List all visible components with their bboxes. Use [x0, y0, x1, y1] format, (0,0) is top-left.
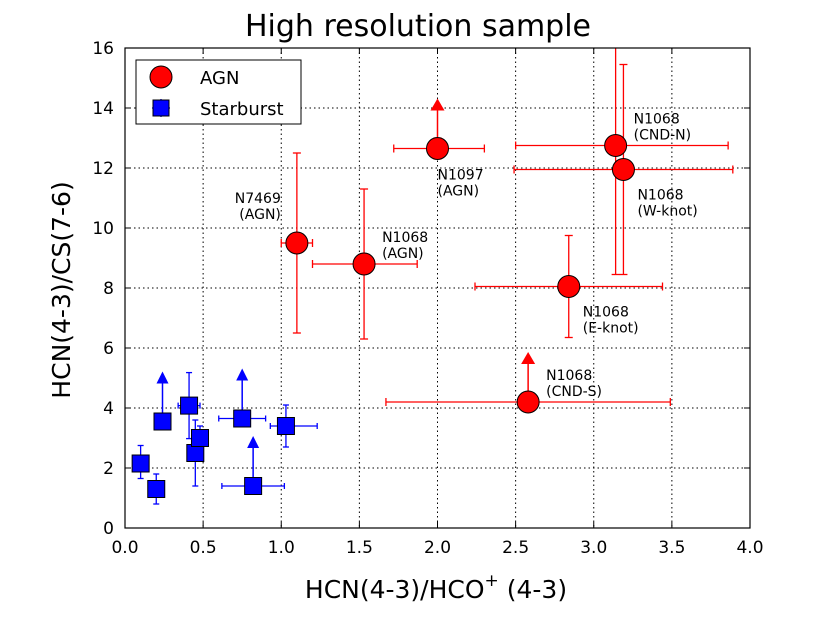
agn-limit-arrowhead: [430, 98, 445, 111]
point-label: (AGN): [438, 184, 480, 200]
x-tick-label: 2.0: [424, 538, 451, 558]
point-label: (AGN): [239, 207, 281, 223]
starburst-limit-arrowhead: [236, 368, 249, 381]
agn-limit-arrowhead: [521, 352, 536, 364]
y-tick-labels: 0 2 4 6 8 10 12 14 16: [92, 39, 114, 539]
x-axis-label-main: HCN(4-3)/HCO: [305, 575, 485, 604]
x-tick-label: 0.0: [111, 538, 138, 558]
point-label: N1068: [583, 305, 629, 321]
data-markers: [131, 134, 635, 498]
point-label: N1068: [634, 112, 680, 128]
agn-point: [352, 252, 376, 276]
x-axis-label-tail: (4-3): [499, 575, 567, 604]
starburst-point: [186, 444, 205, 462]
point-label: N1097: [438, 168, 484, 184]
agn-point: [516, 390, 540, 414]
agn-point: [557, 275, 581, 298]
starburst-point: [153, 412, 172, 431]
axis-ticks: [124, 47, 751, 529]
agn-point: [426, 137, 449, 160]
y-tick-label: 6: [103, 339, 114, 359]
y-tick-label: 2: [103, 459, 114, 479]
y-tick-label: 10: [92, 219, 114, 239]
chart-title: High resolution sample: [245, 9, 591, 44]
y-tick-label: 8: [103, 279, 114, 299]
y-tick-label: 12: [92, 159, 114, 179]
x-axis-label: HCN(4-3)/HCO+ (4-3): [305, 571, 567, 604]
point-label: (CND-N): [634, 128, 691, 144]
point-label: N7469: [235, 191, 281, 207]
starburst-point: [131, 454, 150, 473]
agn-point: [611, 158, 635, 181]
agn-point: [285, 231, 309, 255]
x-tick-label: 3.0: [580, 538, 607, 558]
legend-label: AGN: [200, 68, 239, 89]
y-axis-label: HCN(4-3)/CS(7-6): [47, 181, 76, 398]
x-tick-label: 4.0: [736, 538, 763, 558]
starburst-point: [276, 417, 295, 435]
legend-label: Starburst: [200, 99, 284, 120]
y-tick-label: 0: [103, 519, 114, 539]
x-tick-label: 3.5: [658, 538, 685, 558]
x-tick-labels: 0.0 0.5 1.0 1.5 2.0 2.5 3.0 3.5 4.0: [111, 538, 763, 558]
y-tick-label: 4: [103, 399, 114, 419]
point-annotations: N7469(AGN)N1068(AGN)N1097(AGN)N1068(CND-…: [235, 112, 698, 401]
starburst-point: [191, 429, 209, 447]
starburst-point: [244, 477, 263, 495]
point-label: (W-knot): [637, 204, 697, 220]
starburst-limit-arrowhead: [156, 371, 169, 384]
x-tick-label: 1.5: [346, 538, 373, 558]
x-tick-label: 0.5: [190, 538, 217, 558]
point-label: N1068: [382, 230, 428, 246]
x-tick-label: 2.5: [502, 538, 529, 558]
legend-starburst-marker: [152, 99, 170, 117]
legend: AGN Starburst: [135, 59, 302, 125]
x-axis-label-sup: +: [485, 571, 499, 591]
point-label: N1068: [546, 368, 592, 384]
starburst-limit-arrowhead: [247, 436, 260, 448]
y-tick-label: 16: [92, 39, 114, 59]
x-tick-label: 1.0: [268, 538, 295, 558]
point-label: (AGN): [382, 246, 424, 262]
agn-point: [604, 134, 628, 157]
point-label: (E-knot): [583, 321, 639, 337]
starburst-point: [233, 409, 252, 428]
point-label: (CND-S): [546, 384, 602, 400]
point-label: N1068: [637, 188, 683, 204]
starburst-point: [180, 396, 199, 415]
starburst-point: [147, 480, 166, 498]
y-tick-label: 14: [92, 99, 114, 119]
legend-agn-marker: [149, 65, 173, 89]
